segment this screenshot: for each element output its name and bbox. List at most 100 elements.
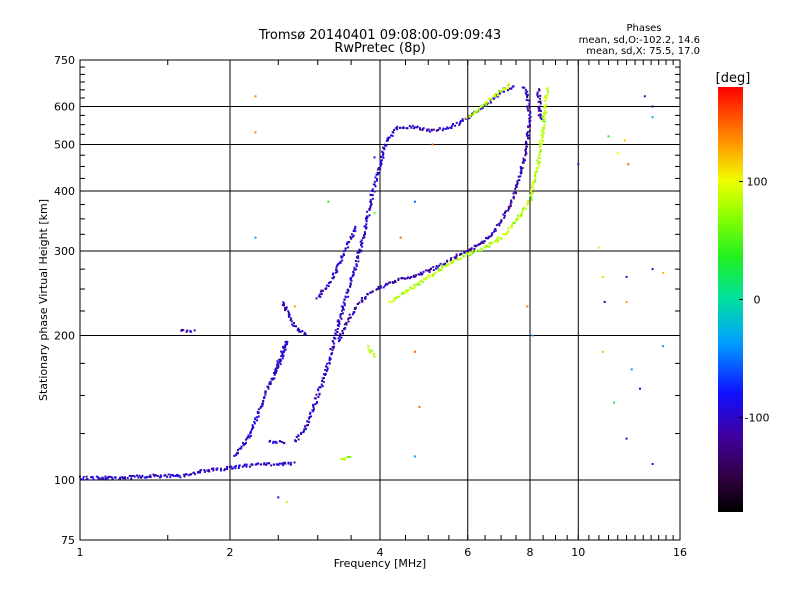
echo-point — [278, 358, 281, 361]
echo-point — [184, 473, 187, 476]
echo-point — [483, 240, 486, 243]
echo-point — [493, 97, 496, 100]
colorbar-tick-label: 0 — [754, 294, 761, 307]
echo-point — [347, 318, 350, 321]
echo-point — [350, 277, 353, 280]
echo-point — [525, 99, 528, 101]
echo-point — [343, 328, 346, 331]
echo-point — [468, 251, 471, 254]
echo-point — [376, 288, 379, 290]
echo-point — [446, 126, 449, 129]
echo-point — [488, 98, 491, 100]
echo-point — [193, 329, 196, 332]
echo-point — [261, 402, 264, 405]
echo-point — [514, 187, 517, 190]
echo-point — [331, 352, 334, 355]
echo-point — [509, 203, 512, 206]
echo-point — [539, 110, 542, 112]
echo-point — [284, 345, 287, 348]
echo-point — [406, 291, 409, 294]
echo-point — [434, 271, 437, 274]
echo-point — [442, 127, 445, 130]
echo-point — [479, 243, 482, 245]
echo-point — [374, 176, 377, 179]
echo-point — [515, 185, 518, 188]
echo-point — [246, 436, 249, 439]
echo-point — [429, 275, 432, 278]
echo-point — [235, 453, 238, 456]
echo-point — [339, 316, 342, 319]
echo-point — [502, 213, 505, 216]
echo-point — [540, 133, 543, 136]
echo-point — [299, 330, 302, 333]
stray-echo-point — [327, 200, 330, 203]
echo-point — [526, 105, 529, 108]
echo-point — [276, 363, 279, 366]
echo-point — [402, 126, 405, 129]
echo-point — [426, 276, 429, 279]
echo-point — [122, 477, 124, 480]
echo-point — [302, 430, 305, 433]
stray-echo-point — [399, 236, 402, 239]
echo-point — [539, 149, 542, 152]
echo-point — [238, 464, 241, 467]
echo-point — [455, 253, 458, 256]
y-tick-label: 75 — [61, 534, 75, 547]
echo-point — [309, 412, 311, 415]
echo-point — [437, 268, 440, 271]
echo-point — [537, 157, 540, 159]
echo-point — [345, 242, 348, 245]
echo-point — [546, 93, 549, 96]
echo-point — [318, 293, 321, 296]
echo-point — [388, 300, 391, 303]
echo-point — [338, 320, 341, 323]
echo-point — [408, 125, 411, 127]
echo-point — [342, 253, 345, 256]
echo-point — [459, 253, 462, 256]
echo-point — [149, 476, 152, 479]
colorbar-scale — [718, 87, 743, 512]
echo-point — [400, 277, 403, 280]
echo-point — [413, 126, 416, 129]
echo-point — [331, 273, 334, 276]
echo-point — [455, 121, 458, 124]
echo-point — [170, 473, 173, 476]
echo-point — [529, 112, 532, 115]
echo-point — [539, 113, 542, 116]
echo-point — [328, 356, 331, 359]
echo-point — [493, 94, 496, 96]
echo-point — [494, 229, 497, 232]
echo-point — [536, 170, 538, 173]
echo-point — [485, 237, 487, 239]
echo-point — [331, 277, 334, 280]
echo-point — [333, 336, 336, 339]
echo-point — [277, 464, 280, 466]
echo-point — [380, 162, 383, 165]
echo-point — [468, 248, 471, 251]
echo-point — [461, 118, 464, 121]
echo-point — [336, 320, 339, 323]
stray-echo-point — [651, 463, 654, 465]
echo-point — [508, 207, 511, 209]
echo-point — [413, 286, 416, 289]
echo-point — [237, 467, 240, 469]
echo-point — [353, 311, 356, 313]
echo-point — [369, 199, 372, 202]
echo-point — [269, 439, 272, 442]
echo-point — [264, 390, 267, 393]
echo-point — [104, 475, 107, 478]
echo-point — [203, 469, 206, 471]
echo-point — [347, 290, 350, 293]
echo-point — [141, 474, 144, 477]
echo-point — [344, 249, 347, 252]
echo-point — [463, 251, 466, 254]
grid-lines — [80, 60, 680, 540]
echo-point — [136, 474, 138, 477]
echo-point — [328, 361, 331, 364]
echo-point — [240, 445, 243, 448]
echo-point — [471, 112, 474, 115]
echo-point — [379, 285, 382, 287]
echo-point — [381, 159, 383, 162]
echo-point — [428, 269, 431, 271]
echo-point — [363, 225, 366, 228]
